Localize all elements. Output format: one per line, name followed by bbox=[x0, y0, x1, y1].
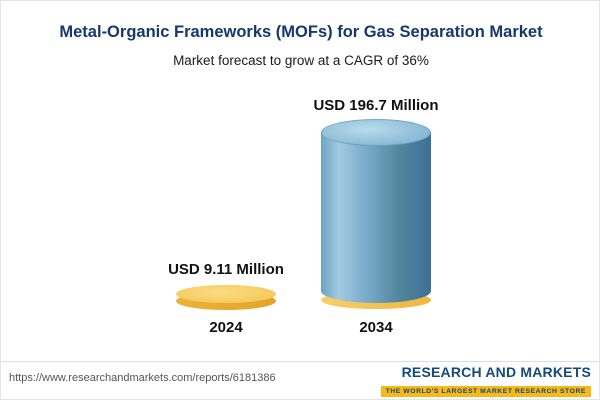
value-label-2034: USD 196.7 Million bbox=[313, 97, 439, 114]
bar-2034-top bbox=[321, 119, 431, 146]
value-label-2024: USD 9.11 Million bbox=[168, 261, 284, 278]
bar-2034-body bbox=[321, 132, 431, 303]
researchandmarkets-logo: RESEARCH AND MARKETS THE WORLD'S LARGEST… bbox=[380, 364, 591, 398]
x-axis-label-2034: 2034 bbox=[359, 319, 393, 336]
x-axis-label-2024: 2024 bbox=[209, 319, 243, 336]
bar-2024-disk bbox=[176, 285, 276, 310]
logo-tagline: THE WORLD'S LARGEST MARKET RESEARCH STOR… bbox=[380, 386, 591, 397]
chart-title: Metal-Organic Frameworks (MOFs) for Gas … bbox=[59, 23, 543, 41]
report-url: https://www.researchandmarkets.com/repor… bbox=[9, 372, 276, 384]
logo-wordmark: RESEARCH AND MARKETS bbox=[401, 364, 591, 380]
bar-2034-cylinder bbox=[321, 119, 431, 309]
footer-divider bbox=[1, 361, 599, 362]
chart-subtitle: Market forecast to grow at a CAGR of 36% bbox=[173, 53, 429, 68]
bar-2024-face bbox=[176, 285, 276, 303]
